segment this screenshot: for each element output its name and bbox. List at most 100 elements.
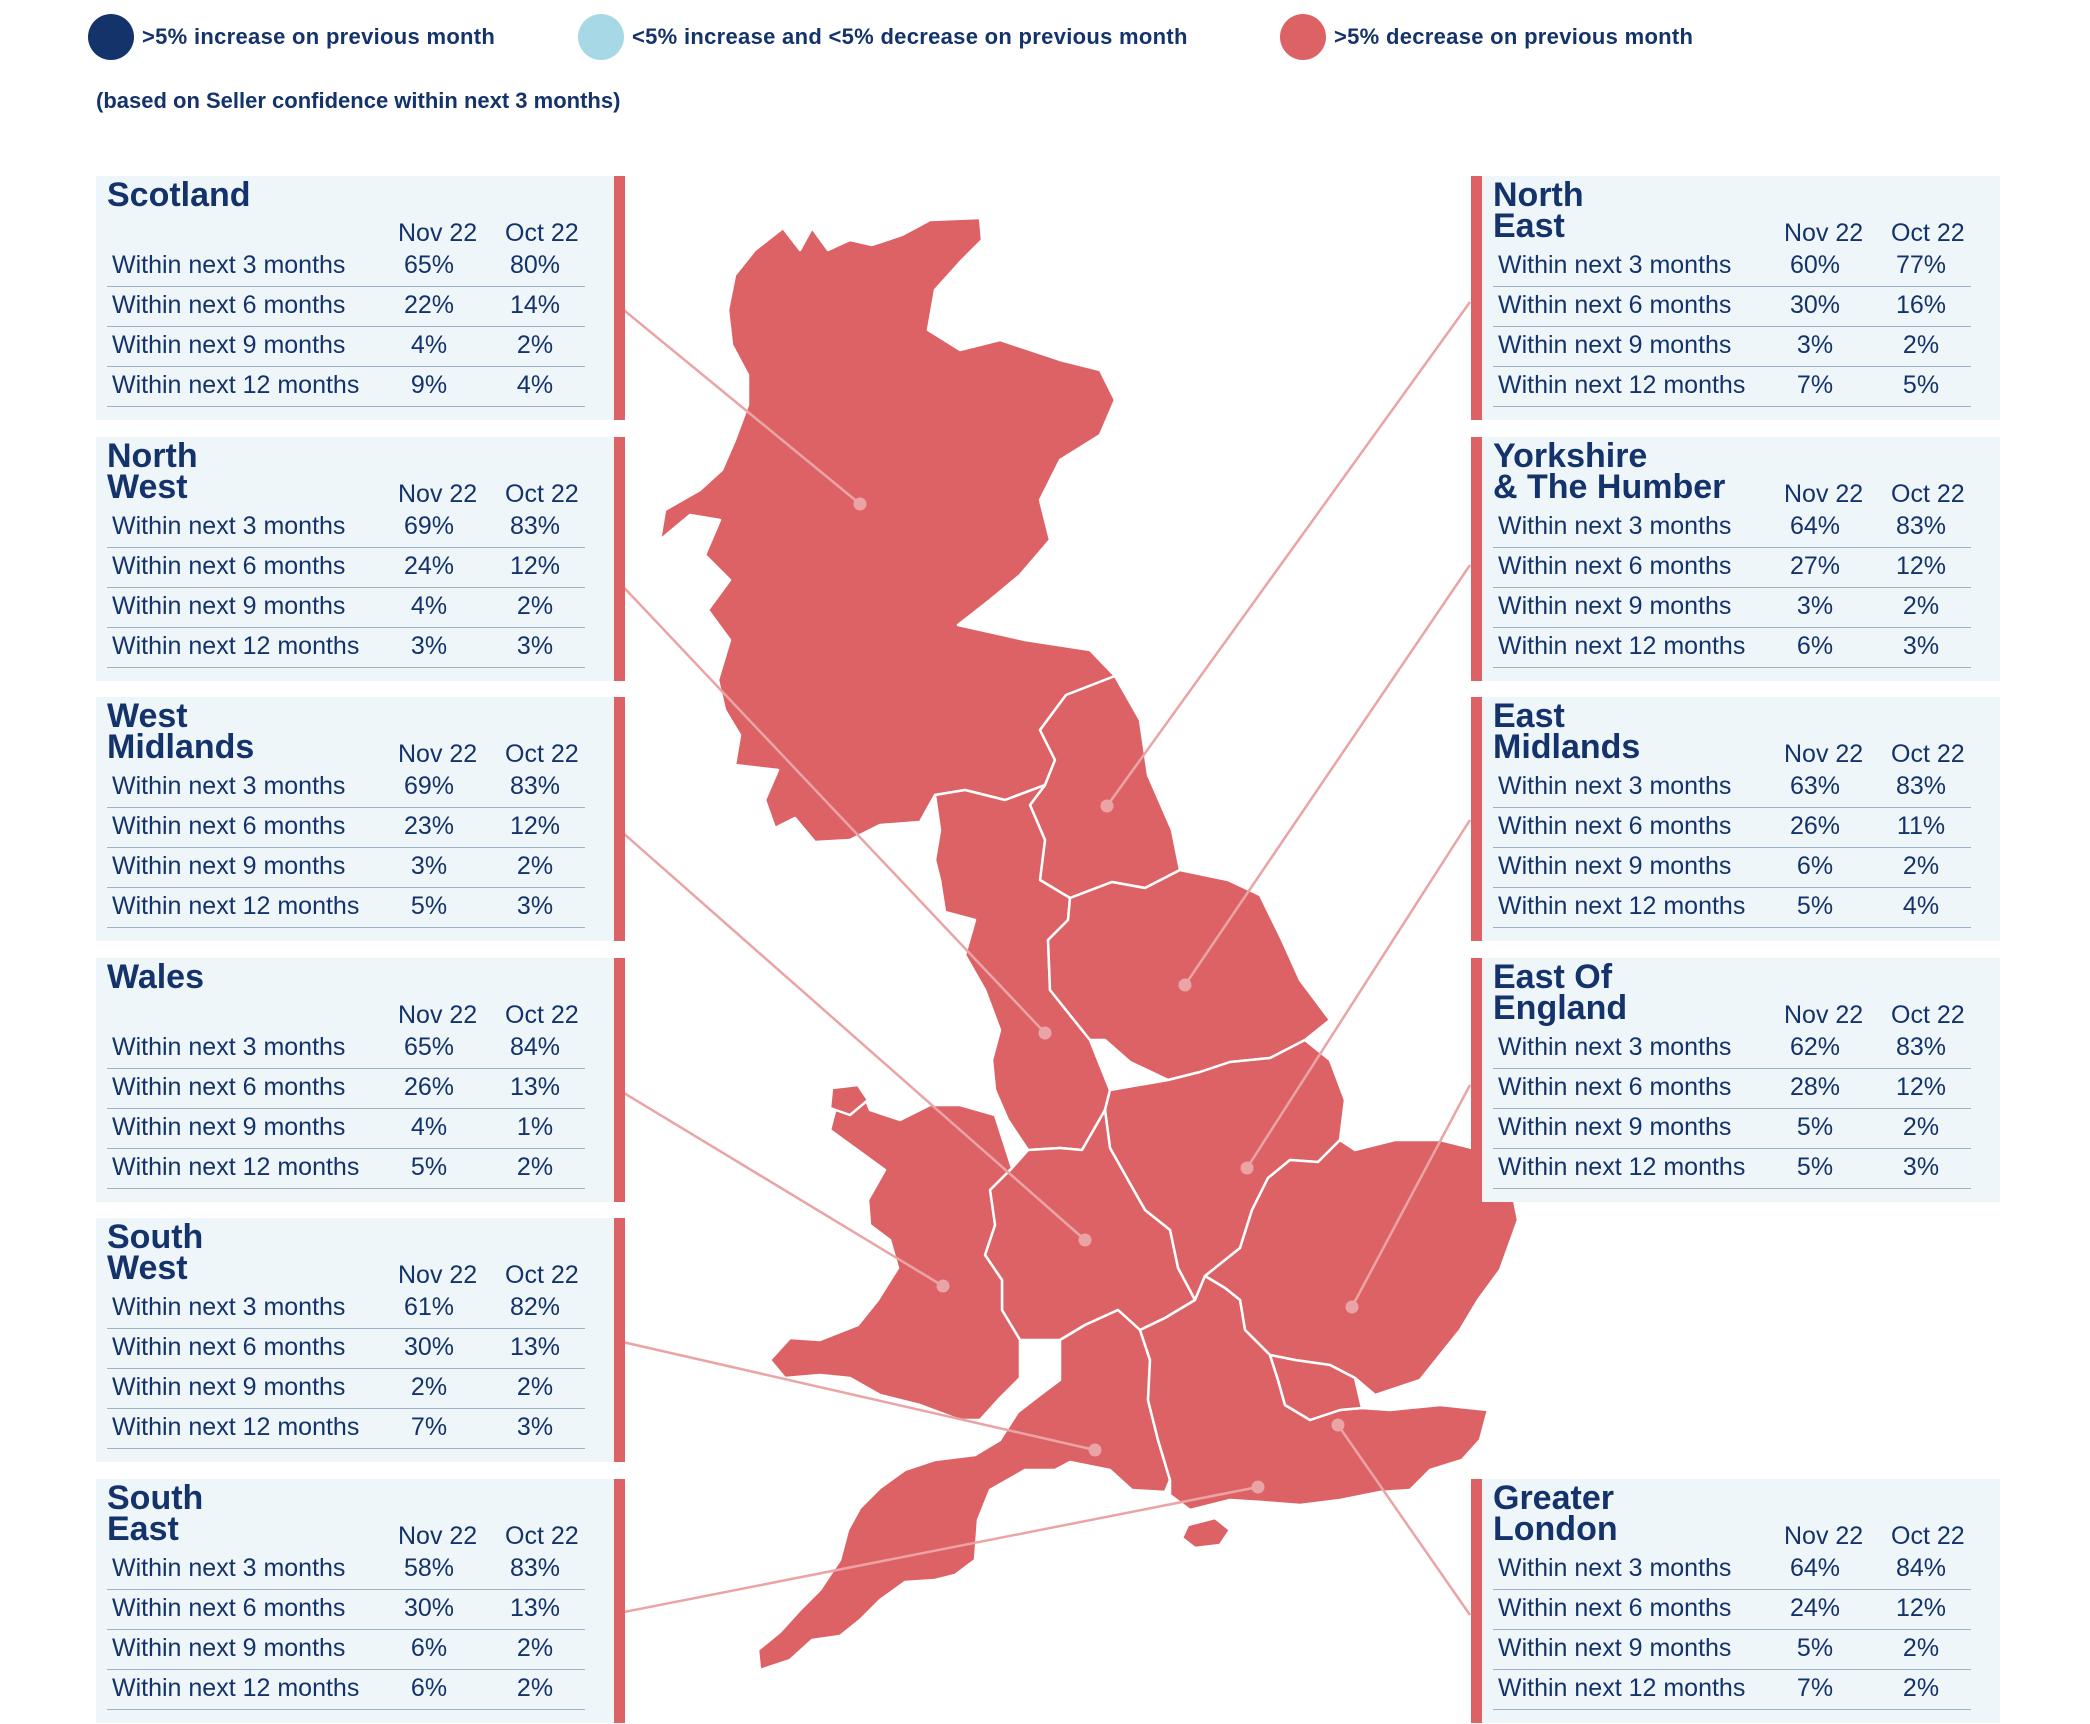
leader-west-midlands: [613, 824, 1086, 1241]
row-label: Within next 9 months: [1498, 331, 1732, 359]
table-row: Within next 3 months 69% 83%: [107, 767, 585, 808]
value-current: 3%: [410, 852, 448, 880]
value-previous: 83%: [509, 1554, 561, 1582]
table-row: Within next 9 months 2% 2%: [107, 1368, 585, 1409]
value-current: 60%: [1789, 251, 1841, 279]
column-header-current: Nov 22: [1784, 740, 1864, 768]
table-row: Within next 9 months 5% 2%: [1493, 1108, 1971, 1149]
table-row: Within next 6 months 30% 13%: [107, 1328, 585, 1369]
value-previous: 3%: [516, 1413, 554, 1441]
table-row: Within next 3 months 69% 83%: [107, 507, 585, 548]
region-anglesey: [828, 1083, 870, 1117]
legend-note: (based on Seller confidence within next …: [96, 88, 621, 113]
table-row: Within next 9 months 3% 2%: [107, 847, 585, 888]
row-label: Within next 6 months: [1498, 552, 1732, 580]
panel-accent-bar: [614, 176, 625, 420]
row-label: Within next 3 months: [112, 772, 346, 800]
row-label: Within next 9 months: [1498, 1634, 1732, 1662]
value-previous: 3%: [1902, 632, 1940, 660]
table-row: Within next 9 months 6% 2%: [1493, 847, 1971, 888]
panel-yorkshire: Yorkshire & The Humber Nov 22 Oct 22 Within…: [1471, 437, 2000, 681]
value-previous: 84%: [1895, 1554, 1947, 1582]
panel-accent-bar: [614, 1479, 625, 1723]
panel-accent-bar: [1471, 437, 1482, 681]
panel-accent-bar: [1471, 176, 1482, 420]
value-previous: 2%: [516, 592, 554, 620]
leader-east-of-england: [1350, 1084, 1472, 1308]
value-current: 4%: [410, 331, 448, 359]
value-current: 6%: [1796, 852, 1834, 880]
row-label: Within next 6 months: [112, 1073, 346, 1101]
region-title: Yorkshire & The Humber: [1493, 437, 1726, 506]
table-row: Within next 3 months 60% 77%: [1493, 246, 1971, 287]
row-label: Within next 9 months: [1498, 852, 1732, 880]
region-title: South West: [107, 1218, 204, 1287]
legend-item-decrease: >5% decrease on previous month: [1280, 14, 1693, 60]
value-previous: 12%: [509, 812, 561, 840]
value-previous: 11%: [1896, 812, 1946, 840]
value-previous: 84%: [509, 1033, 561, 1061]
row-label: Within next 6 months: [112, 1333, 346, 1361]
value-previous: 83%: [509, 772, 561, 800]
row-label: Within next 3 months: [1498, 772, 1732, 800]
value-previous: 16%: [1895, 291, 1947, 319]
legend-item-increase: >5% increase on previous month: [88, 14, 495, 60]
legend-item-stable: <5% increase and <5% decrease on previou…: [578, 14, 1188, 60]
panel-south-east: South East Nov 22 Oct 22 Within next 3 mont…: [96, 1479, 625, 1723]
value-current: 69%: [403, 772, 455, 800]
panel-south-west: South West Nov 22 Oct 22 Within next 3 mont…: [96, 1218, 625, 1462]
legend: >5% increase on previous month <5% incre…: [88, 14, 1788, 64]
panel-east-of-england: East Of England Nov 22 Oct 22 Within next 3…: [1471, 958, 2000, 1202]
value-current: 30%: [403, 1594, 455, 1622]
column-header-current: Nov 22: [1784, 219, 1864, 247]
table-row: Within next 12 months 5% 4%: [1493, 887, 1971, 928]
legend-label-decrease: >5% decrease on previous month: [1334, 24, 1694, 49]
row-label: Within next 6 months: [1498, 291, 1732, 319]
value-previous: 83%: [1895, 512, 1947, 540]
table-row: Within next 3 months 63% 83%: [1493, 767, 1971, 808]
value-previous: 12%: [509, 552, 561, 580]
value-current: 30%: [1789, 291, 1841, 319]
legend-label-increase: >5% increase on previous month: [142, 24, 496, 49]
table-row: Within next 12 months 5% 2%: [107, 1148, 585, 1189]
table-row: Within next 12 months 7% 2%: [1493, 1669, 1971, 1710]
value-previous: 12%: [1895, 1073, 1947, 1101]
row-label: Within next 6 months: [112, 291, 346, 319]
value-current: 7%: [1796, 371, 1834, 399]
column-header-previous: Oct 22: [505, 1522, 579, 1550]
panel-accent-bar: [1471, 958, 1482, 1202]
region-title: East Of England: [1493, 958, 1628, 1027]
value-current: 58%: [403, 1554, 455, 1582]
table-row: Within next 3 months 62% 83%: [1493, 1028, 1971, 1069]
column-header-previous: Oct 22: [1891, 740, 1965, 768]
row-label: Within next 3 months: [1498, 251, 1732, 279]
value-current: 6%: [1796, 632, 1834, 660]
table-row: Within next 9 months 4% 2%: [107, 587, 585, 628]
value-current: 4%: [410, 1113, 448, 1141]
value-current: 2%: [410, 1373, 448, 1401]
row-label: Within next 9 months: [112, 1373, 346, 1401]
marker-south-east: [1251, 1480, 1265, 1494]
value-previous: 2%: [1902, 852, 1940, 880]
panel-wales: Wales Nov 22 Oct 22 Within next 3 months 65%…: [96, 958, 625, 1202]
table-row: Within next 6 months 30% 13%: [107, 1589, 585, 1630]
row-label: Within next 9 months: [112, 1113, 346, 1141]
row-label: Within next 6 months: [1498, 812, 1732, 840]
panel-east-midlands: East Midlands Nov 22 Oct 22 Within next 3 m…: [1471, 697, 2000, 941]
value-current: 5%: [1796, 892, 1834, 920]
table-row: Within next 9 months 3% 2%: [1493, 587, 1971, 628]
value-previous: 5%: [1902, 371, 1940, 399]
region-title: Scotland: [107, 176, 251, 214]
value-previous: 2%: [1902, 1634, 1940, 1662]
value-current: 3%: [410, 632, 448, 660]
table-row: Within next 6 months 28% 12%: [1493, 1068, 1971, 1109]
row-label: Within next 9 months: [112, 331, 346, 359]
value-previous: 2%: [516, 1634, 554, 1662]
leader-north-west: [613, 576, 1046, 1034]
value-previous: 2%: [1902, 1113, 1940, 1141]
column-header-previous: Oct 22: [505, 219, 579, 247]
marker-greater-london: [1331, 1418, 1345, 1432]
row-label: Within next 12 months: [1498, 632, 1746, 660]
leader-greater-london: [1336, 1424, 1472, 1616]
